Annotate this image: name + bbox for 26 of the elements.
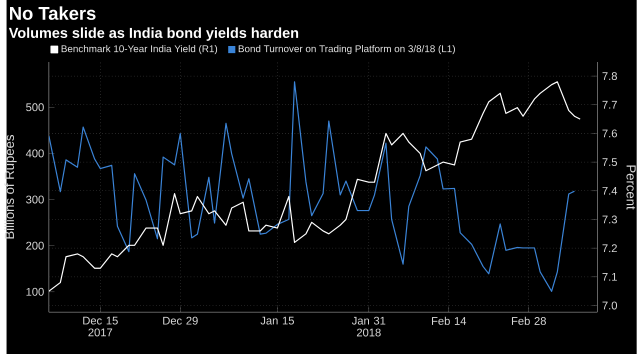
y2-tick-label: 7.2 bbox=[602, 244, 617, 252]
chart-subtitle: Volumes slide as India bond yields harden bbox=[8, 27, 298, 41]
legend-label: Benchmark 10-Year India Yield (R1) bbox=[62, 44, 218, 54]
y2-tick-label: 7.5 bbox=[602, 158, 617, 166]
y2-tick-label: 7.0 bbox=[602, 301, 618, 310]
y2-tick-label: 7.3 bbox=[602, 215, 617, 224]
y-tick-label: 200 bbox=[26, 242, 44, 250]
chart-title: No Takers bbox=[10, 6, 96, 20]
legend-label: Bond Turnover on Trading Platform on 3/8/18 (L1) bbox=[238, 44, 455, 54]
y-tick-label: 400 bbox=[26, 149, 44, 158]
x-tick-label: Dec 15 2017 bbox=[83, 316, 118, 336]
y-tick-label: 100 bbox=[26, 288, 44, 296]
x-tick-label: Jan 15 bbox=[260, 316, 294, 324]
y-tick-label: 500 bbox=[26, 103, 44, 111]
y2-tick-label: 7.6 bbox=[602, 129, 617, 138]
y2-tick-label: 7.1 bbox=[602, 272, 617, 280]
y2-axis-title: Percent bbox=[626, 165, 636, 210]
y2-tick-label: 7.8 bbox=[602, 72, 617, 80]
x-tick-label: Jan 31 2018 bbox=[352, 316, 386, 336]
y2-tick-label: 7.7 bbox=[602, 100, 617, 108]
x-tick-label: Dec 29 bbox=[163, 316, 198, 324]
y-tick-label: 300 bbox=[26, 195, 44, 204]
x-tick-label: Feb 14 bbox=[432, 316, 466, 325]
y2-tick-label: 7.4 bbox=[602, 186, 618, 194]
x-tick-label: Feb 28 bbox=[512, 316, 546, 325]
y-axis-title: Billions of Rupees bbox=[4, 134, 17, 238]
